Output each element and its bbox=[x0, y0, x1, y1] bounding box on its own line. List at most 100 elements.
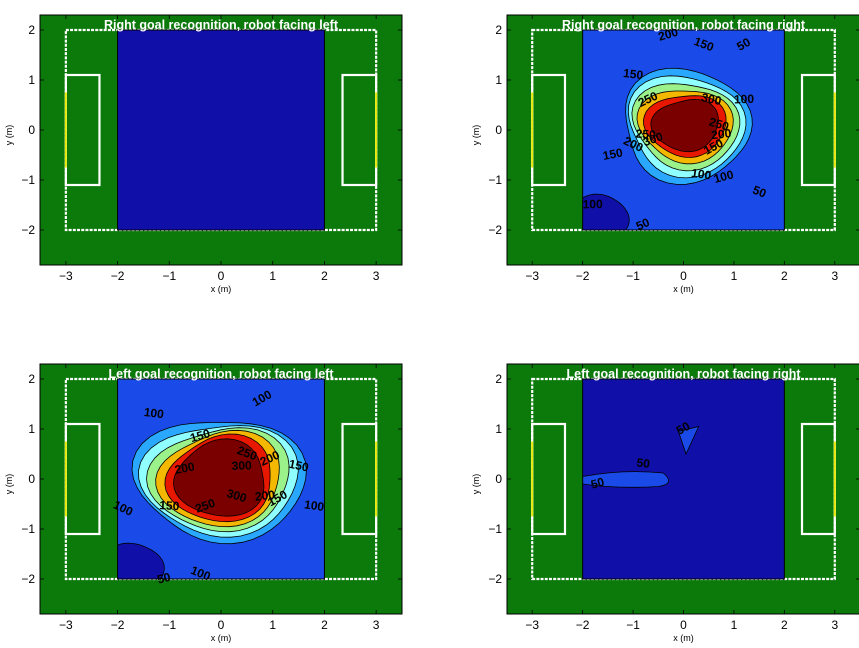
y-tick-label: −2 bbox=[488, 572, 502, 586]
x-axis-label: x (m) bbox=[211, 284, 232, 294]
contour-label: 200 bbox=[711, 126, 733, 142]
y-tick-label: 2 bbox=[28, 23, 35, 37]
contour-label: 150 bbox=[159, 498, 180, 513]
y-tick-label: 2 bbox=[495, 372, 502, 386]
y-tick-label: 1 bbox=[28, 422, 35, 436]
x-tick-label: −1 bbox=[162, 269, 176, 283]
y-tick-label: −1 bbox=[21, 173, 35, 187]
contour-label: 100 bbox=[303, 497, 325, 514]
x-tick-label: 0 bbox=[218, 269, 225, 283]
x-tick-label: −3 bbox=[525, 269, 539, 283]
contour-level-50 bbox=[582, 471, 669, 488]
x-tick-label: −3 bbox=[525, 618, 539, 632]
y-tick-label: −2 bbox=[21, 572, 35, 586]
y-axis-label: y (m) bbox=[471, 125, 481, 146]
contour-label: 50 bbox=[751, 183, 769, 201]
x-tick-label: −2 bbox=[111, 269, 125, 283]
y-tick-label: 0 bbox=[28, 123, 35, 137]
contour-label: 250 bbox=[193, 496, 217, 516]
x-tick-label: 0 bbox=[680, 618, 687, 632]
contour-level-300 bbox=[173, 438, 265, 517]
y-tick-label: −2 bbox=[21, 223, 35, 237]
contour-label: 100 bbox=[690, 166, 712, 183]
panel-title: Right goal recognition, robot facing rig… bbox=[562, 18, 806, 32]
y-tick-label: −1 bbox=[488, 522, 502, 536]
contour-level-0 bbox=[117, 542, 165, 579]
contour-region-border bbox=[117, 378, 325, 580]
contour-label: 250 bbox=[707, 115, 731, 134]
y-tick-label: 2 bbox=[28, 372, 35, 386]
contour-label: 50 bbox=[634, 215, 652, 233]
contour-label: 200 bbox=[254, 488, 276, 504]
contour-label: 150 bbox=[189, 426, 212, 445]
x-tick-label: −3 bbox=[59, 618, 73, 632]
contour-label: 50 bbox=[674, 419, 693, 438]
contour-fill-group bbox=[582, 379, 785, 579]
x-tick-label: 0 bbox=[218, 618, 225, 632]
x-axis-label: x (m) bbox=[673, 633, 694, 643]
x-tick-label: 2 bbox=[781, 618, 788, 632]
x-tick-label: 3 bbox=[831, 269, 838, 283]
x-tick-label: −2 bbox=[576, 618, 590, 632]
y-tick-label: 1 bbox=[28, 73, 35, 87]
contour-label: 150 bbox=[287, 457, 310, 475]
contour-fill-group bbox=[117, 379, 325, 579]
x-axis-label: x (m) bbox=[211, 633, 232, 643]
x-tick-label: 0 bbox=[680, 269, 687, 283]
y-tick-label: 0 bbox=[495, 123, 502, 137]
x-tick-label: 2 bbox=[321, 618, 328, 632]
contour-label: 50 bbox=[589, 475, 606, 492]
contour-label: 300 bbox=[231, 458, 252, 473]
contour-label: 150 bbox=[692, 34, 716, 54]
contour-label: 200 bbox=[657, 25, 680, 44]
x-tick-label: 3 bbox=[831, 618, 838, 632]
contour-level-0 bbox=[117, 30, 325, 230]
y-tick-label: 0 bbox=[495, 472, 502, 486]
x-tick-label: −1 bbox=[162, 618, 176, 632]
contour-label: 200 bbox=[173, 459, 196, 477]
contour-label: 250 bbox=[635, 127, 656, 142]
y-tick-label: 1 bbox=[495, 422, 502, 436]
panel-4: 50 50 50 Left goal recognition, robot facin… bbox=[471, 363, 859, 643]
contour-label: 50 bbox=[734, 35, 753, 54]
contour-region-border bbox=[582, 29, 785, 231]
panel-title: Right goal recognition, robot facing lef… bbox=[104, 18, 339, 32]
x-tick-label: −1 bbox=[626, 269, 640, 283]
x-axis-label: x (m) bbox=[673, 284, 694, 294]
contour-label: 100 bbox=[712, 167, 735, 186]
contour-region-border bbox=[117, 29, 325, 231]
x-tick-label: 2 bbox=[781, 269, 788, 283]
contour-level-50 bbox=[677, 425, 700, 456]
y-tick-label: 2 bbox=[495, 23, 502, 37]
contour-label: 50 bbox=[156, 570, 173, 587]
x-tick-label: 1 bbox=[269, 618, 276, 632]
y-tick-label: −2 bbox=[488, 223, 502, 237]
contour-label: 100 bbox=[583, 197, 604, 211]
y-axis-label: y (m) bbox=[4, 474, 14, 495]
contour-label: 150 bbox=[602, 145, 625, 163]
contour-label: 50 bbox=[636, 455, 651, 471]
panel-1: Right goal recognition, robot facing lef… bbox=[4, 14, 403, 294]
contour-level-300 bbox=[650, 98, 719, 153]
x-tick-label: 3 bbox=[373, 269, 380, 283]
y-tick-label: 0 bbox=[28, 472, 35, 486]
plot-area: 50 50 50 bbox=[507, 364, 859, 614]
plot-area bbox=[40, 15, 402, 265]
contour-fill-group bbox=[117, 30, 325, 230]
x-tick-label: −2 bbox=[576, 269, 590, 283]
contour-label: 250 bbox=[235, 443, 259, 463]
x-tick-label: 1 bbox=[731, 269, 738, 283]
contour-label: 150 bbox=[622, 66, 644, 82]
contour-fill-group bbox=[582, 30, 785, 230]
panel-title: Left goal recognition, robot facing righ… bbox=[566, 367, 801, 381]
y-axis-label: y (m) bbox=[471, 474, 481, 495]
x-tick-label: −2 bbox=[111, 618, 125, 632]
contour-label: 300 bbox=[225, 486, 249, 505]
y-tick-label: −1 bbox=[488, 173, 502, 187]
panel-title: Left goal recognition, robot facing left bbox=[109, 367, 335, 381]
